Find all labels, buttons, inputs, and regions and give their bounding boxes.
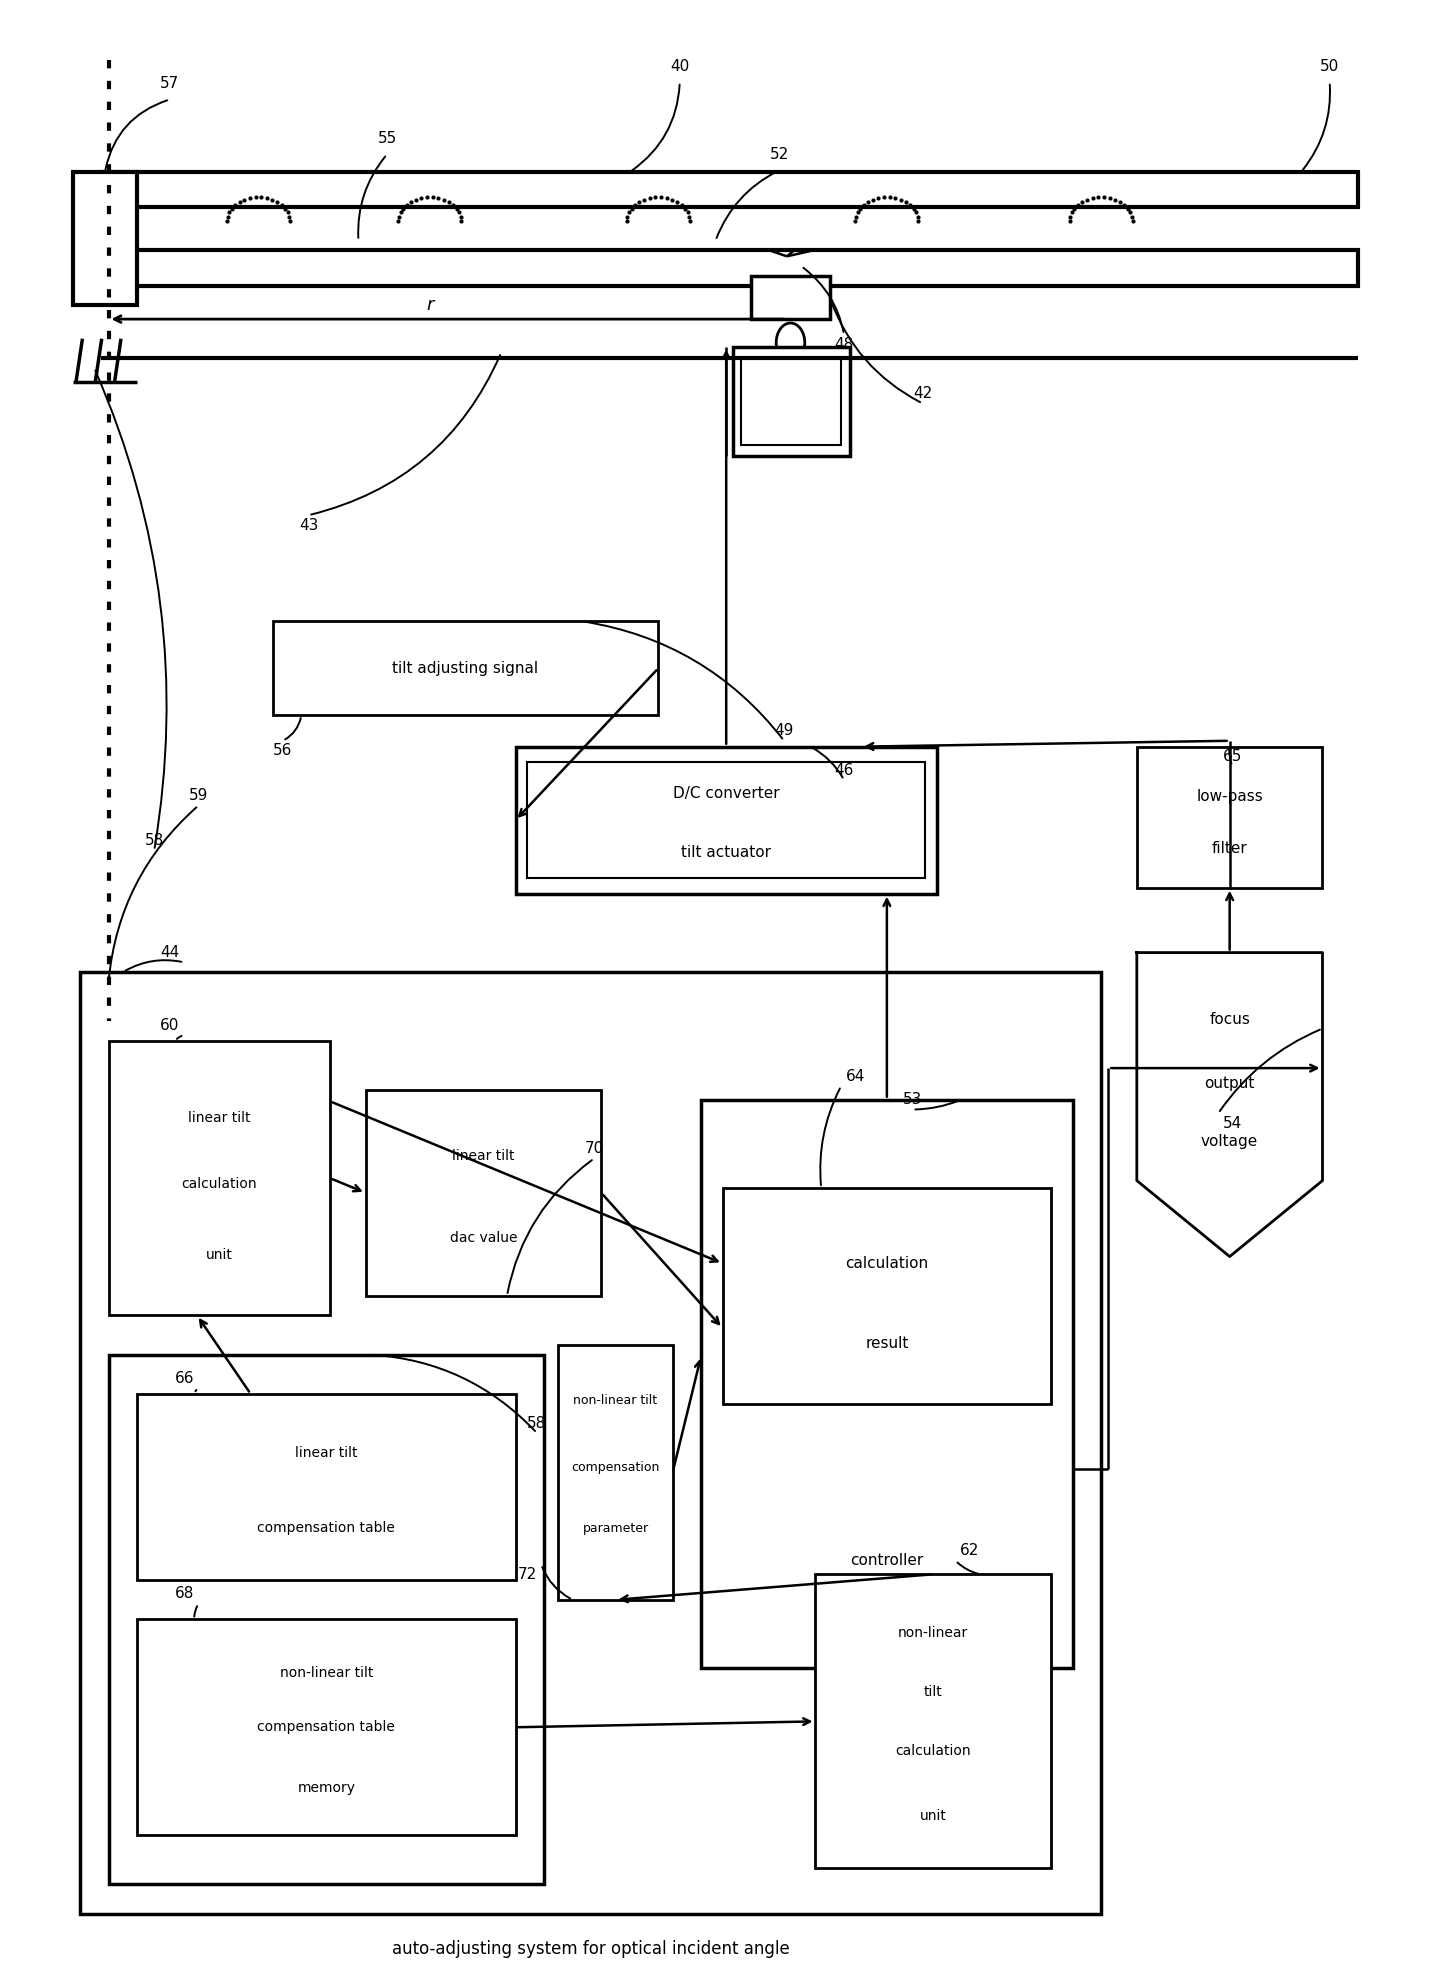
- Bar: [102, 251, 1358, 287]
- Bar: [80, 972, 1100, 1913]
- Text: 65: 65: [1224, 748, 1242, 764]
- Text: 68: 68: [175, 1587, 193, 1601]
- Text: 72: 72: [518, 1567, 537, 1581]
- Polygon shape: [1136, 953, 1322, 1257]
- Bar: [365, 1090, 601, 1296]
- Text: unit: unit: [206, 1247, 233, 1263]
- Text: 44: 44: [160, 945, 179, 960]
- Bar: [273, 621, 658, 715]
- Text: voltage: voltage: [1201, 1133, 1258, 1149]
- Bar: [73, 173, 137, 304]
- Text: result: result: [866, 1336, 909, 1351]
- Text: non-linear: non-linear: [899, 1626, 969, 1640]
- Text: 55: 55: [378, 132, 396, 145]
- Text: non-linear tilt: non-linear tilt: [574, 1394, 658, 1408]
- Text: 62: 62: [960, 1544, 979, 1557]
- Text: calculation: calculation: [896, 1744, 972, 1758]
- Text: calculation: calculation: [182, 1176, 258, 1190]
- Text: 54: 54: [1224, 1116, 1242, 1131]
- Text: linear tilt: linear tilt: [187, 1112, 250, 1125]
- Bar: [733, 346, 850, 456]
- Text: linear tilt: linear tilt: [295, 1446, 358, 1461]
- Text: 58: 58: [528, 1416, 547, 1432]
- Text: tilt actuator: tilt actuator: [681, 845, 771, 860]
- Text: 56: 56: [273, 742, 292, 758]
- Text: r: r: [426, 297, 434, 314]
- Bar: [1136, 746, 1322, 888]
- Bar: [515, 746, 937, 894]
- Text: non-linear tilt: non-linear tilt: [279, 1665, 373, 1681]
- Text: focus: focus: [1209, 1011, 1251, 1027]
- Text: tilt: tilt: [924, 1685, 943, 1699]
- Text: 64: 64: [846, 1068, 866, 1084]
- Text: 66: 66: [175, 1371, 195, 1387]
- Text: output: output: [1205, 1076, 1255, 1090]
- Text: 53: 53: [903, 1092, 923, 1108]
- Bar: [723, 1188, 1052, 1404]
- Text: filter: filter: [1212, 841, 1248, 856]
- Text: 57: 57: [160, 77, 179, 90]
- Text: 58: 58: [145, 833, 163, 848]
- Bar: [102, 173, 1358, 208]
- Text: 49: 49: [774, 723, 794, 738]
- Bar: [751, 277, 830, 318]
- Bar: [109, 1041, 331, 1316]
- Text: calculation: calculation: [846, 1255, 929, 1271]
- Text: auto-adjusting system for optical incident angle: auto-adjusting system for optical incide…: [392, 1940, 790, 1958]
- Text: 60: 60: [160, 1017, 180, 1033]
- Text: 43: 43: [299, 518, 318, 532]
- Bar: [701, 1100, 1073, 1669]
- Text: 48: 48: [834, 338, 854, 352]
- Bar: [558, 1345, 673, 1601]
- Text: low-pass: low-pass: [1196, 790, 1264, 803]
- Text: 59: 59: [189, 788, 207, 803]
- Text: 40: 40: [670, 59, 690, 73]
- Text: linear tilt: linear tilt: [452, 1149, 515, 1163]
- Text: memory: memory: [298, 1781, 355, 1795]
- Bar: [741, 357, 841, 444]
- Text: compensation: compensation: [571, 1461, 660, 1473]
- Bar: [137, 1620, 515, 1834]
- Text: tilt adjusting signal: tilt adjusting signal: [392, 660, 538, 676]
- Text: 46: 46: [834, 762, 854, 778]
- Text: controller: controller: [850, 1554, 923, 1567]
- Text: parameter: parameter: [582, 1522, 648, 1536]
- Text: D/C converter: D/C converter: [673, 786, 780, 801]
- Text: 50: 50: [1319, 59, 1339, 73]
- Text: 70: 70: [584, 1141, 604, 1157]
- Bar: [137, 1394, 515, 1581]
- Text: unit: unit: [920, 1809, 947, 1823]
- Bar: [816, 1575, 1052, 1868]
- Text: compensation table: compensation table: [258, 1520, 395, 1536]
- Text: 52: 52: [770, 147, 790, 161]
- Text: 42: 42: [913, 387, 932, 401]
- Text: compensation table: compensation table: [258, 1720, 395, 1734]
- Bar: [527, 762, 926, 878]
- Text: dac value: dac value: [449, 1231, 517, 1245]
- Bar: [109, 1355, 544, 1883]
